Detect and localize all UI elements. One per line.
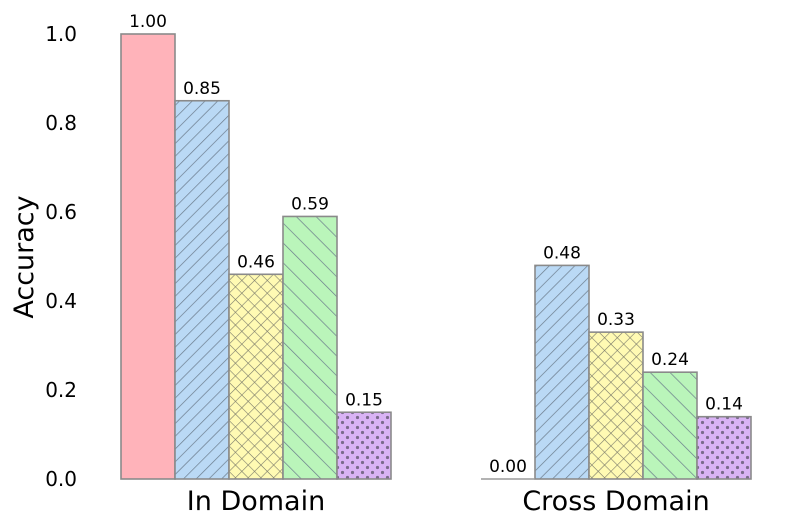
bar-pattern: [589, 332, 643, 479]
bar-value-label: 0.46: [237, 252, 275, 272]
bar: [642, 371, 698, 480]
bar-pattern: [535, 265, 589, 479]
bar-value-label: 0.33: [597, 310, 635, 330]
bar-pattern: [229, 274, 283, 479]
bar-value-label: 0.24: [651, 350, 689, 370]
bar-value-label: 0.48: [543, 243, 581, 263]
bar: [228, 273, 284, 480]
bar-value-label: 0.85: [183, 79, 221, 99]
bar-pattern: [643, 372, 697, 479]
y-tick-label: 0.6: [45, 200, 77, 224]
y-tick-label: 0.4: [45, 289, 77, 313]
bar: [534, 264, 590, 480]
bar-outline: [282, 215, 338, 480]
bar-value-label: 1.00: [129, 12, 167, 32]
x-category-label: Cross Domain: [522, 486, 709, 517]
bar: [588, 331, 644, 480]
bar-pattern: [175, 100, 229, 479]
bar-value-label: 0.59: [291, 194, 329, 214]
bar-pattern: [283, 216, 337, 479]
x-category-label: In Domain: [187, 486, 325, 517]
y-tick-label: 0.8: [45, 111, 77, 135]
bar: [174, 99, 230, 480]
y-tick-label: 0.0: [45, 467, 77, 491]
bar-outline: [696, 415, 752, 480]
y-axis-label: Accuracy: [9, 195, 40, 318]
bar: [282, 215, 338, 480]
bar-outline: [336, 411, 392, 480]
bar: [336, 411, 392, 480]
bar-value-label: 0.14: [705, 395, 743, 415]
category-labels: In Domain Cross Domain: [187, 486, 710, 517]
bar-pattern: [697, 416, 751, 479]
y-tick-label: 0.2: [45, 378, 77, 402]
bars-group: [120, 33, 752, 480]
bar: [696, 415, 752, 480]
data-labels-group: 1.00 0.85 0.46 0.59 0.15 0.00 0.48 0.33 0.24 0.14: [129, 12, 743, 477]
bar-pattern: [337, 412, 391, 479]
bar-fill: [121, 34, 175, 479]
bar-value-label: 0.15: [345, 390, 383, 410]
bar-value-label: 0.00: [489, 457, 527, 477]
y-tick-label: 1.0: [45, 22, 77, 46]
bar: [120, 33, 176, 480]
y-axis-ticks: 0.0 0.2 0.4 0.6 0.8 1.0: [45, 22, 77, 491]
